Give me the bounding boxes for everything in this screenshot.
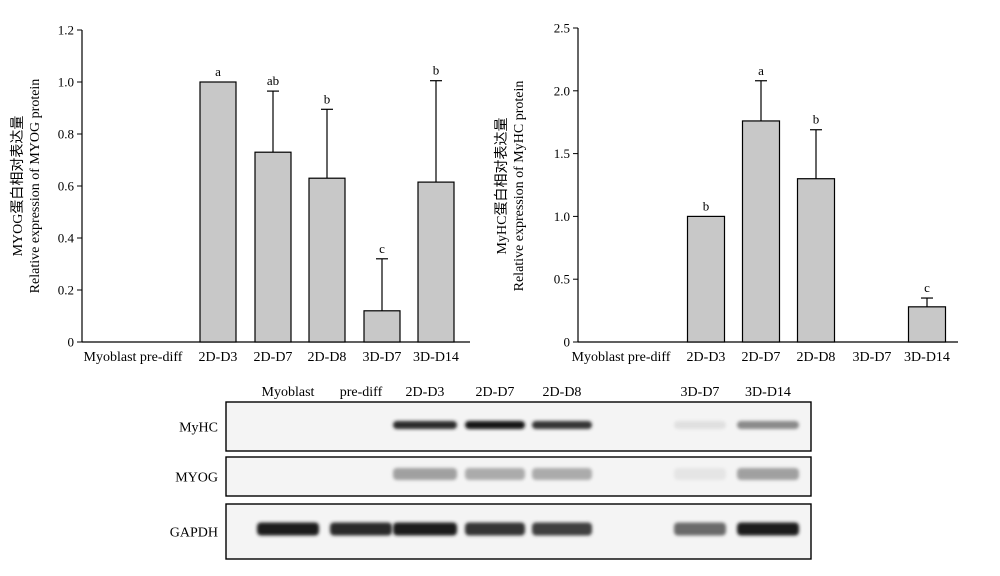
x-category-label: 3D-D14 (904, 350, 950, 365)
x-category-label: 2D-D7 (742, 350, 781, 365)
blot-band (737, 522, 799, 536)
y-tick-label: 0.6 (58, 179, 75, 194)
blot-band (674, 522, 726, 536)
x-category-label: 2D-D3 (199, 350, 238, 365)
significance-label: ab (267, 73, 279, 88)
significance-label: c (924, 280, 930, 295)
myhc-bar-chart: 0 0.5 1.0 1.5 2.0 2.5 MyHC蛋白相对表达量 Relative expr… (494, 21, 958, 365)
blot-lane-label: 2D-D3 (406, 385, 445, 400)
blot-band (737, 468, 799, 480)
blot-lane-label: Myoblast (262, 385, 315, 400)
blot-band (674, 421, 726, 429)
y-axis-label: Relative expression of MyHC protein (512, 81, 527, 292)
y-tick-label: 1.0 (554, 209, 570, 224)
blot-band (465, 522, 525, 536)
blot-band (393, 522, 457, 536)
bar (199, 81, 237, 343)
y-tick-label: 1.5 (554, 146, 570, 161)
bar (254, 151, 292, 343)
y-tick-label: 0.4 (58, 231, 75, 246)
blot-band (257, 522, 319, 536)
blot-row-label: GAPDH (170, 526, 218, 541)
significance-label: a (758, 63, 764, 78)
x-category-label: Myoblast pre-diff (572, 350, 671, 365)
blot-band (465, 468, 525, 480)
bar (363, 310, 401, 343)
blot-lane-label: 3D-D7 (681, 385, 720, 400)
significance-label: a (215, 64, 221, 79)
x-category-label: 3D-D7 (363, 350, 402, 365)
bar (796, 178, 836, 343)
western-blot-panel: Myoblast pre-diff 2D-D3 2D-D7 2D-D8 3D-D7 3D-D… (170, 385, 812, 560)
blot-band (532, 468, 592, 480)
y-axis-label: Relative expression of MYOG protein (28, 79, 43, 294)
y-tick-label: 0.2 (58, 283, 74, 298)
blot-band (465, 421, 525, 429)
blot-lane-label: 2D-D8 (543, 385, 582, 400)
x-category-label: 2D-D8 (308, 350, 347, 365)
blot-band (330, 522, 392, 536)
y-tick-label: 0 (68, 335, 75, 350)
bar (907, 306, 947, 343)
y-tick-label: 2.5 (554, 21, 570, 36)
blot-lane-label: pre-diff (340, 385, 383, 400)
bar (308, 177, 346, 343)
significance-label: b (703, 198, 710, 213)
blot-row-label: MyHC (179, 421, 218, 436)
blot-band (532, 522, 592, 536)
blot-band (737, 421, 799, 429)
bar (741, 120, 781, 343)
blot-band (674, 468, 726, 480)
y-axis-label: MyHC蛋白相对表达量 (494, 118, 510, 255)
y-tick-label: 0.8 (58, 127, 74, 142)
bar (417, 181, 455, 343)
x-category-label: 3D-D7 (853, 350, 892, 365)
blot-lane-label: 2D-D7 (476, 385, 515, 400)
myog-bar-chart: 0 0.2 0.4 0.6 0.8 1.0 1.2 MYOG蛋白相对表达量 Relative e… (10, 23, 470, 365)
significance-label: b (813, 112, 820, 127)
blot-band (393, 421, 457, 429)
x-category-label: 3D-D14 (413, 350, 459, 365)
x-category-label: 2D-D8 (797, 350, 836, 365)
significance-label: b (433, 63, 440, 78)
significance-label: b (324, 91, 331, 106)
blot-row-label: MYOG (175, 471, 218, 486)
bar (686, 215, 726, 343)
x-category-label: 2D-D3 (687, 350, 726, 365)
y-tick-label: 0 (564, 335, 571, 350)
significance-label: c (379, 241, 385, 256)
x-category-label: 2D-D7 (254, 350, 293, 365)
blot-band (532, 421, 592, 429)
y-tick-label: 2.0 (554, 83, 570, 98)
y-tick-label: 1.2 (58, 23, 74, 38)
blot-lane-label: 3D-D14 (745, 385, 791, 400)
x-category-label: Myoblast pre-diff (84, 350, 183, 365)
y-axis-label: MYOG蛋白相对表达量 (10, 116, 26, 257)
y-tick-label: 1.0 (58, 75, 74, 90)
blot-band (393, 468, 457, 480)
y-tick-label: 0.5 (554, 272, 570, 287)
